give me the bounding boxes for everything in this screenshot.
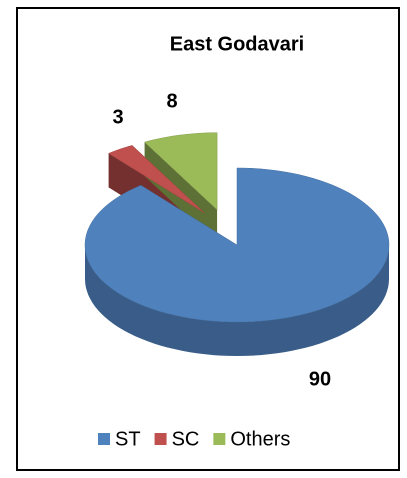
data-label: 8 bbox=[166, 90, 177, 112]
legend-label: Others bbox=[230, 428, 290, 450]
data-label: 90 bbox=[309, 368, 331, 390]
slice bbox=[144, 132, 218, 211]
legend-label: SC bbox=[172, 428, 200, 450]
legend-swatch bbox=[213, 433, 226, 445]
slice bbox=[108, 145, 205, 214]
legend-swatch bbox=[154, 433, 167, 445]
slice-side bbox=[85, 245, 389, 356]
data-label: 3 bbox=[112, 106, 123, 128]
legend-swatch bbox=[98, 433, 110, 445]
chart-title: East Godavari bbox=[170, 33, 305, 55]
slice bbox=[84, 167, 390, 323]
legend-label: ST bbox=[115, 428, 141, 450]
